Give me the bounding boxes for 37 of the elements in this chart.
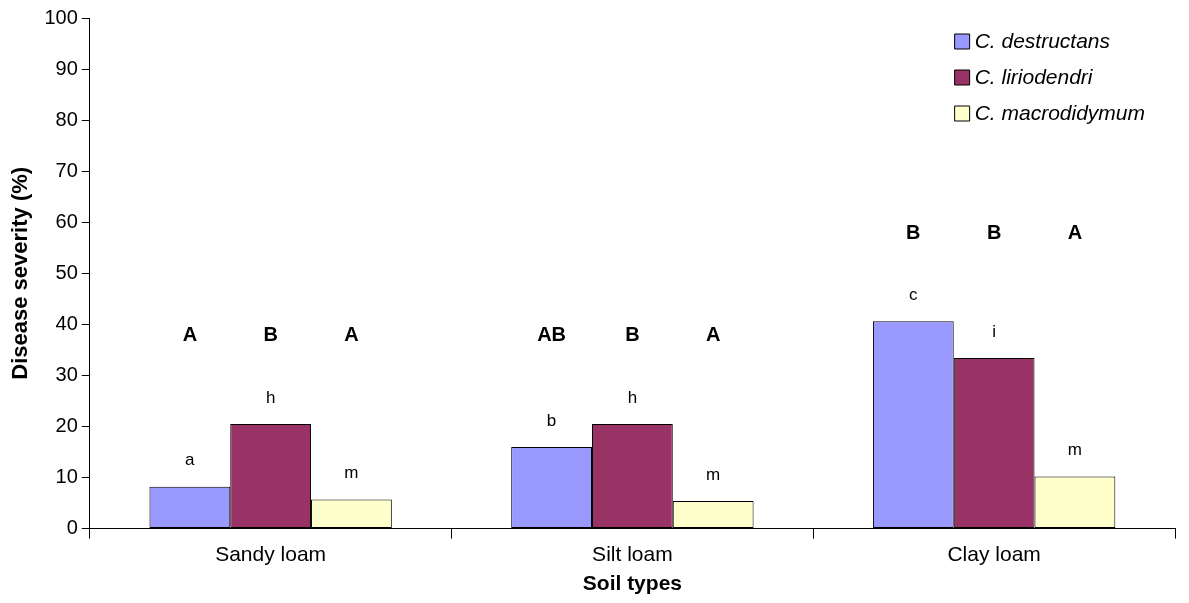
legend-label: C. liriodendri: [974, 64, 1094, 88]
legend-label: C. destructans: [974, 28, 1111, 52]
annotation: B: [906, 220, 921, 243]
annotation: A: [1067, 220, 1083, 243]
annotation: h: [627, 387, 638, 407]
annotation: A: [705, 323, 721, 346]
y-tick-label: 80: [55, 107, 78, 130]
y-tick-label: 50: [55, 260, 78, 283]
annotation: m: [1067, 440, 1082, 460]
y-tick-label: 100: [44, 5, 78, 28]
annotation: i: [992, 321, 997, 341]
y-tick-label: 30: [55, 362, 78, 385]
annotation: c: [909, 284, 919, 304]
legend-label: C. macrodidymum: [974, 100, 1146, 124]
annotation: B: [625, 323, 640, 346]
annotation: a: [185, 450, 196, 470]
x-tick-label: Clay loam: [947, 542, 1041, 565]
annotation: m: [706, 464, 721, 484]
y-tick-label: 90: [55, 56, 78, 79]
y-tick-label: 40: [55, 311, 78, 334]
y-axis-title: Disease severity (%): [7, 166, 33, 380]
annotation: m: [344, 463, 359, 483]
y-tick-label: 10: [55, 465, 78, 488]
y-tick-label: 60: [55, 209, 78, 232]
y-tick-label: 0: [66, 516, 78, 539]
annotation: AB: [537, 323, 567, 346]
annotation: A: [182, 323, 198, 346]
y-tick-label: 70: [55, 158, 78, 181]
x-tick-label: Silt loam: [592, 542, 673, 565]
x-axis-title: Soil types: [582, 571, 682, 595]
annotation: b: [546, 410, 557, 430]
annotation: h: [265, 387, 276, 407]
annotation: B: [986, 220, 1002, 243]
y-tick-label: 20: [55, 414, 78, 436]
annotation: B: [263, 323, 278, 346]
x-tick-label: Sandy loam: [215, 542, 327, 565]
annotation: A: [344, 323, 359, 346]
